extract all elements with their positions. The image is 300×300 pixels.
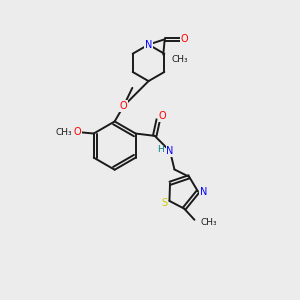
Text: O: O (181, 34, 188, 44)
Text: CH₃: CH₃ (172, 55, 188, 64)
Text: CH₃: CH₃ (201, 218, 217, 226)
Text: N: N (200, 187, 207, 196)
Text: O: O (120, 101, 127, 111)
Text: N: N (166, 146, 174, 156)
Text: H: H (157, 145, 164, 154)
Text: N: N (145, 40, 152, 50)
Text: O: O (159, 111, 166, 121)
Text: S: S (161, 198, 167, 208)
Text: CH₃: CH₃ (56, 128, 72, 136)
Text: O: O (74, 127, 81, 137)
